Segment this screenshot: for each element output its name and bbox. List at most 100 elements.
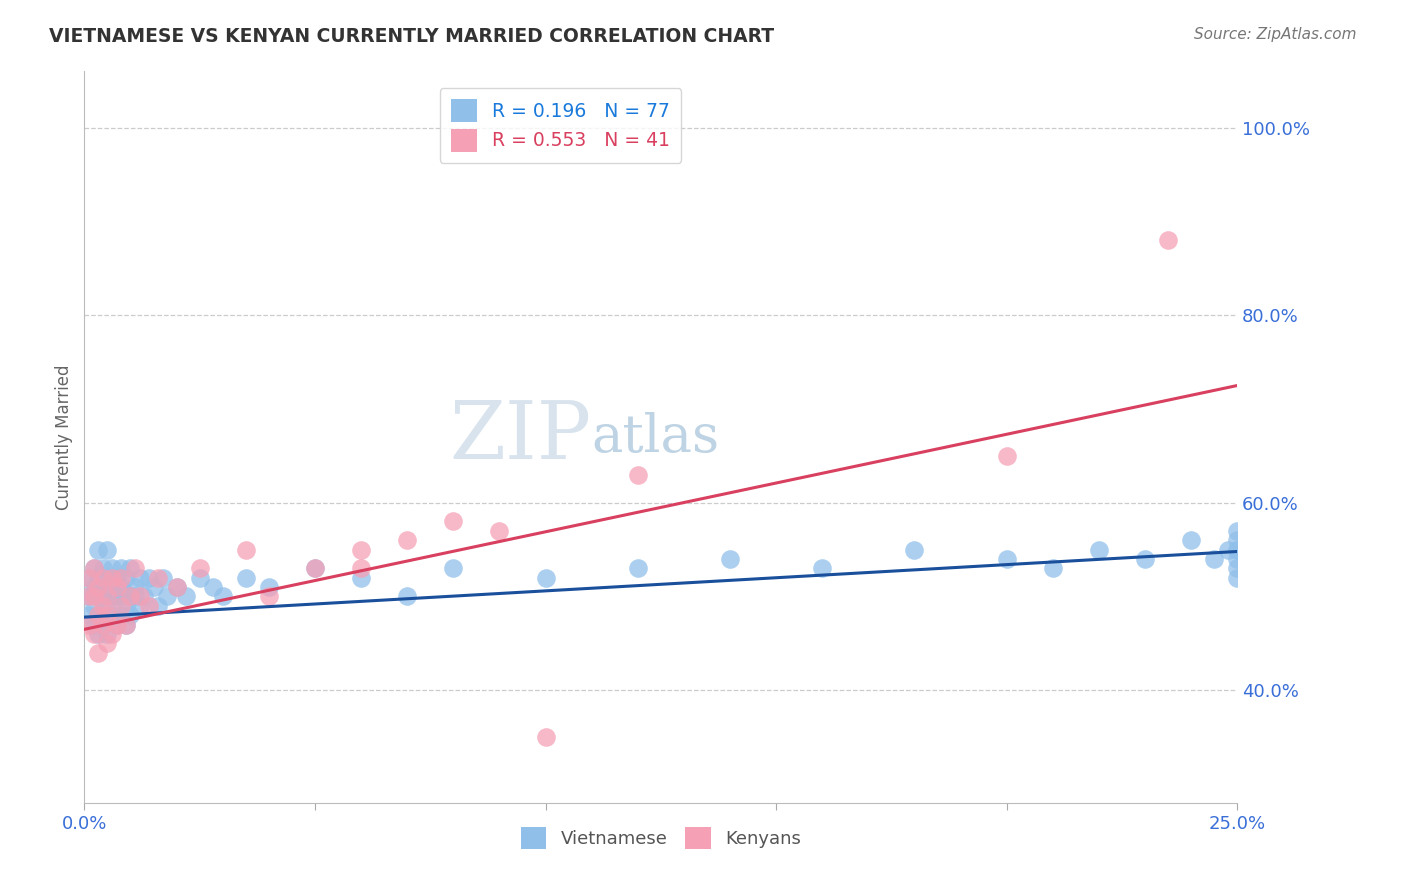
Point bbox=[96, 542, 118, 557]
Point bbox=[115, 571, 138, 585]
Point bbox=[105, 617, 128, 632]
Point bbox=[1216, 542, 1239, 557]
Point bbox=[124, 580, 146, 594]
Point bbox=[211, 590, 233, 604]
Point bbox=[146, 571, 169, 585]
Point bbox=[1226, 552, 1249, 566]
Point bbox=[115, 617, 138, 632]
Point bbox=[1157, 233, 1180, 247]
Point bbox=[350, 571, 373, 585]
Point bbox=[96, 636, 118, 650]
Point bbox=[811, 561, 834, 575]
Point bbox=[174, 590, 197, 604]
Point bbox=[91, 580, 114, 594]
Point bbox=[627, 561, 650, 575]
Point bbox=[304, 561, 326, 575]
Point bbox=[441, 561, 464, 575]
Point bbox=[101, 590, 124, 604]
Point bbox=[166, 580, 188, 594]
Point bbox=[124, 590, 146, 604]
Point bbox=[77, 617, 100, 632]
Point bbox=[110, 608, 132, 623]
Point bbox=[995, 449, 1018, 463]
Point bbox=[350, 561, 373, 575]
Point bbox=[101, 627, 124, 641]
Point bbox=[110, 599, 132, 613]
Point bbox=[87, 590, 110, 604]
Point bbox=[1133, 552, 1156, 566]
Point bbox=[83, 617, 105, 632]
Point bbox=[134, 590, 156, 604]
Point bbox=[77, 571, 100, 585]
Point bbox=[110, 571, 132, 585]
Point bbox=[188, 561, 211, 575]
Point bbox=[105, 580, 128, 594]
Point bbox=[627, 467, 650, 482]
Point bbox=[96, 608, 118, 623]
Point bbox=[142, 580, 165, 594]
Point bbox=[91, 599, 114, 613]
Point bbox=[77, 571, 100, 585]
Point bbox=[96, 571, 118, 585]
Point bbox=[110, 561, 132, 575]
Point bbox=[235, 542, 257, 557]
Point bbox=[120, 561, 142, 575]
Point bbox=[96, 590, 118, 604]
Point bbox=[1226, 524, 1249, 538]
Point bbox=[138, 599, 160, 613]
Point bbox=[115, 599, 138, 613]
Point bbox=[96, 627, 118, 641]
Point bbox=[83, 599, 105, 613]
Point bbox=[110, 580, 132, 594]
Y-axis label: Currently Married: Currently Married bbox=[55, 364, 73, 510]
Point bbox=[257, 590, 280, 604]
Point bbox=[105, 617, 128, 632]
Point bbox=[87, 580, 110, 594]
Point bbox=[396, 590, 419, 604]
Point bbox=[1180, 533, 1202, 548]
Point bbox=[83, 580, 105, 594]
Point bbox=[188, 571, 211, 585]
Point bbox=[138, 571, 160, 585]
Point bbox=[83, 561, 105, 575]
Legend: Vietnamese, Kenyans: Vietnamese, Kenyans bbox=[513, 820, 808, 856]
Point bbox=[156, 590, 179, 604]
Point bbox=[1226, 533, 1249, 548]
Point bbox=[91, 617, 114, 632]
Point bbox=[166, 580, 188, 594]
Point bbox=[105, 590, 128, 604]
Point bbox=[101, 580, 124, 594]
Point bbox=[83, 561, 105, 575]
Text: atlas: atlas bbox=[592, 411, 720, 463]
Point bbox=[115, 617, 138, 632]
Text: Source: ZipAtlas.com: Source: ZipAtlas.com bbox=[1194, 27, 1357, 42]
Point bbox=[87, 608, 110, 623]
Point bbox=[441, 515, 464, 529]
Point bbox=[152, 571, 174, 585]
Text: ZIP: ZIP bbox=[450, 398, 592, 476]
Point bbox=[91, 571, 114, 585]
Point bbox=[120, 608, 142, 623]
Point bbox=[83, 627, 105, 641]
Point bbox=[1226, 571, 1249, 585]
Text: VIETNAMESE VS KENYAN CURRENTLY MARRIED CORRELATION CHART: VIETNAMESE VS KENYAN CURRENTLY MARRIED C… bbox=[49, 27, 775, 45]
Point bbox=[202, 580, 225, 594]
Point bbox=[350, 542, 373, 557]
Point bbox=[101, 571, 124, 585]
Point bbox=[120, 590, 142, 604]
Point bbox=[87, 542, 110, 557]
Point bbox=[87, 627, 110, 641]
Point bbox=[235, 571, 257, 585]
Point bbox=[128, 571, 150, 585]
Point bbox=[128, 599, 150, 613]
Point bbox=[120, 590, 142, 604]
Point bbox=[488, 524, 510, 538]
Point bbox=[83, 590, 105, 604]
Point bbox=[110, 590, 132, 604]
Point bbox=[87, 608, 110, 623]
Point bbox=[304, 561, 326, 575]
Point bbox=[96, 599, 118, 613]
Point bbox=[1204, 552, 1226, 566]
Point bbox=[146, 599, 169, 613]
Point bbox=[128, 590, 150, 604]
